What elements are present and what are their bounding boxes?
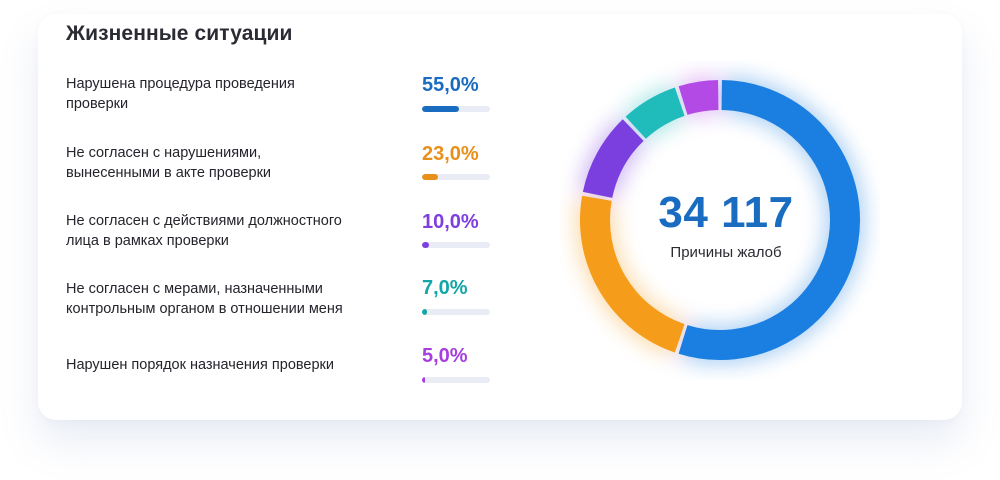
legend-percent: 55,0% xyxy=(422,74,479,96)
progress-track xyxy=(422,106,490,112)
progress-fill xyxy=(422,242,429,248)
progress-fill xyxy=(422,309,427,315)
situations-card xyxy=(38,14,962,420)
progress-track xyxy=(422,174,490,180)
progress-fill xyxy=(422,106,460,112)
donut-segment-1 xyxy=(678,80,860,360)
legend-label-line: Не согласен с действиями должностного xyxy=(66,213,342,229)
legend-percent: 7,0% xyxy=(422,277,468,299)
legend-label-line: Не согласен с нарушениями, xyxy=(66,145,262,161)
legend-label: Не согласен с мерами, назначенными контр… xyxy=(66,279,376,319)
legend-percent: 5,0% xyxy=(422,345,468,367)
legend-percent: 23,0% xyxy=(422,143,479,165)
progress-track xyxy=(422,309,490,315)
legend-row-1: Нарушена процедура проведения проверки 5… xyxy=(0,72,520,132)
legend-label: Не согласен с действиями должностного ли… xyxy=(66,211,376,251)
legend-label: Нарушен порядок назначения проверки xyxy=(66,355,376,375)
progress-fill xyxy=(422,174,438,180)
legend-label-line: Нарушена процедура проведения xyxy=(66,76,295,92)
legend-label-line: Не согласен с мерами, назначенными xyxy=(66,281,323,297)
legend-label: Нарушена процедура проведения проверки xyxy=(66,74,376,114)
donut-segment-3 xyxy=(582,119,644,199)
legend-label: Не согласен с нарушениями, вынесенными в… xyxy=(66,143,376,183)
progress-fill xyxy=(422,377,426,383)
legend-row-5: Нарушен порядок назначения проверки 5,0% xyxy=(0,345,520,405)
donut-segment-4 xyxy=(625,87,685,140)
donut-segment-5 xyxy=(678,80,719,116)
legend-label-line: лица в рамках проверки xyxy=(66,233,229,249)
donut-chart xyxy=(560,60,880,380)
total-complaints-label: Причины жалоб xyxy=(670,244,782,261)
donut-svg xyxy=(575,75,865,365)
legend-label-line: Нарушен порядок назначения проверки xyxy=(66,357,334,373)
legend-label-line: проверки xyxy=(66,96,129,112)
legend-percent: 10,0% xyxy=(422,211,479,233)
card-title: Жизненные ситуации xyxy=(66,22,293,45)
progress-track xyxy=(422,377,490,383)
legend-label-line: вынесенными в акте проверки xyxy=(66,165,272,181)
legend-label-line: контрольным органом в отношении меня xyxy=(66,301,343,317)
legend-row-3: Не согласен с действиями должностного ли… xyxy=(0,209,520,269)
donut-segment-2 xyxy=(580,195,685,353)
progress-track xyxy=(422,242,490,248)
total-complaints-value: 34 117 xyxy=(658,188,794,237)
legend-row-2: Не согласен с нарушениями, вынесенными в… xyxy=(0,141,520,201)
legend-row-4: Не согласен с мерами, назначенными контр… xyxy=(0,277,520,337)
